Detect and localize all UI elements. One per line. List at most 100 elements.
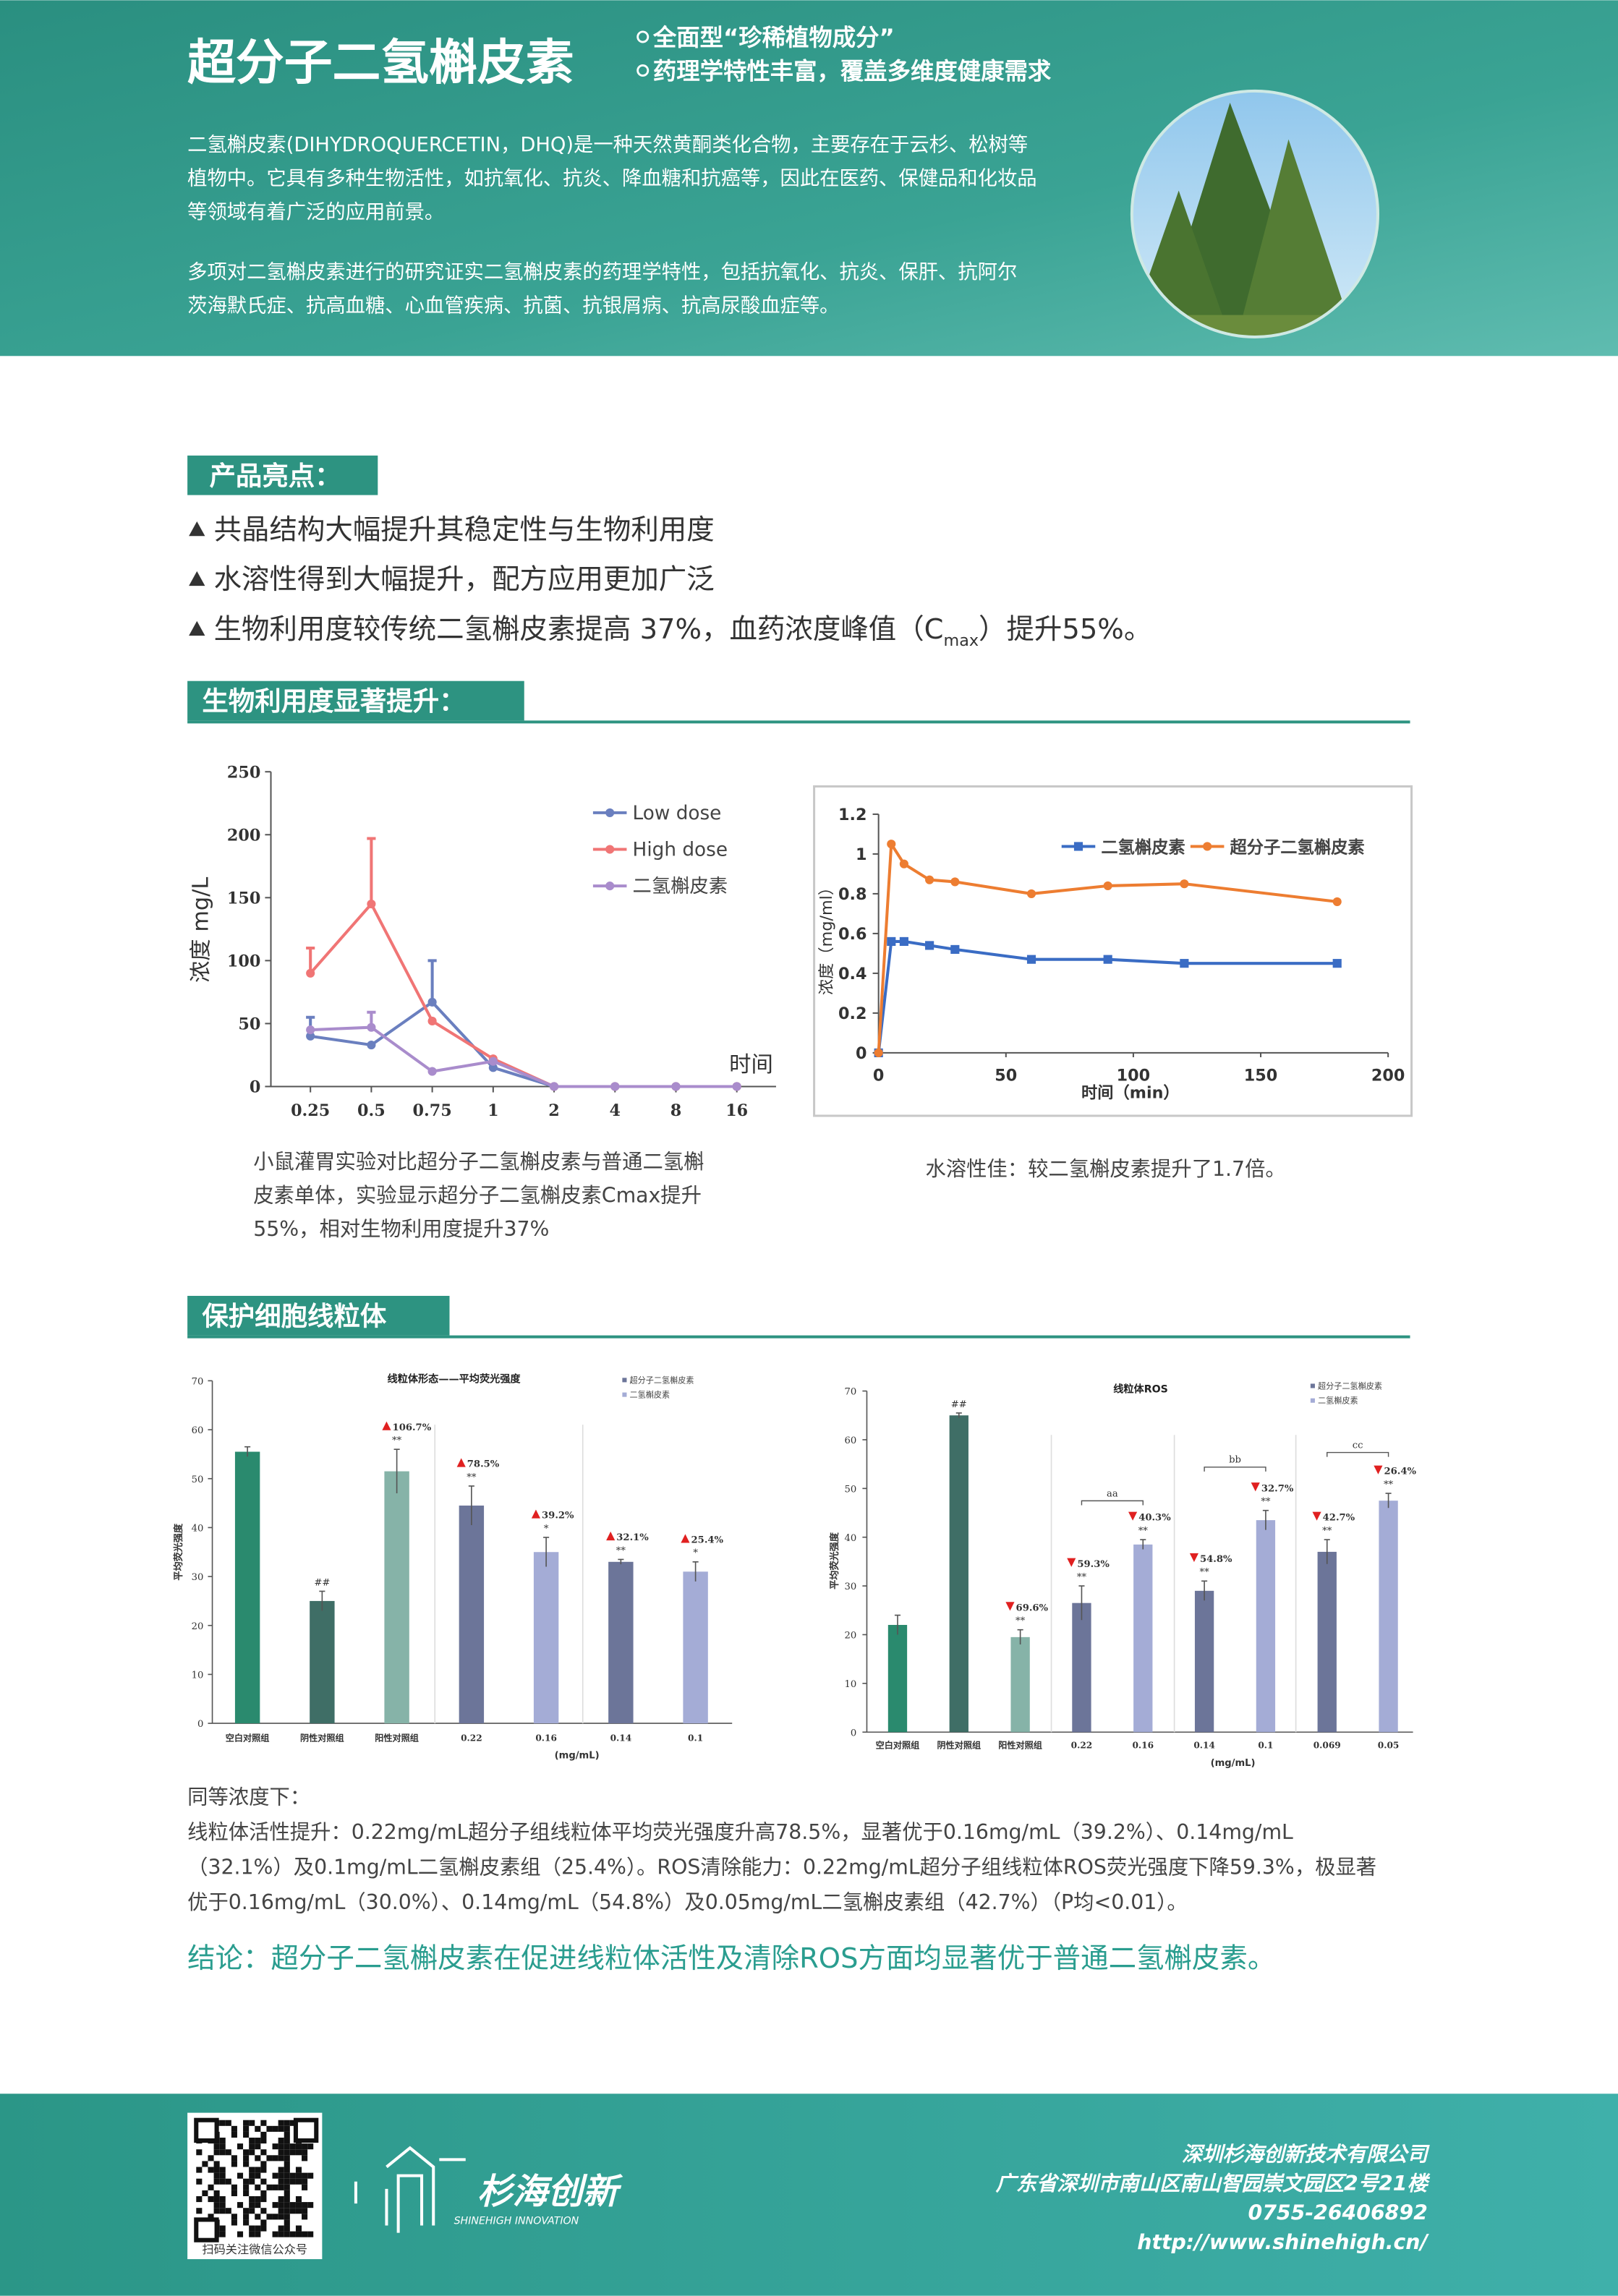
error-bar: [427, 959, 437, 1002]
legend-label: 超分子二氢槲皮素: [630, 1375, 694, 1385]
qr-cell: [284, 2219, 290, 2226]
point: [488, 1063, 498, 1072]
significance-label: **: [1077, 1572, 1087, 1583]
logo: [385, 2146, 466, 2233]
bar: [1194, 1590, 1214, 1733]
qr-cell: [260, 2190, 267, 2196]
qr-cell: [249, 2231, 255, 2237]
qr-cell: [278, 2125, 284, 2132]
qr-cell: [284, 2120, 290, 2126]
x-tick-label: 0.14: [610, 1733, 632, 1743]
point: [427, 997, 437, 1007]
qr-cell: [219, 2231, 226, 2237]
y-tick-label: 150: [227, 889, 260, 908]
y-tick-label: 50: [238, 1015, 260, 1034]
qr-cell: [231, 2184, 237, 2190]
qr-cell: [278, 2202, 284, 2208]
significance-label: *: [544, 1524, 549, 1535]
highlight: 共晶结构大幅提升其稳定性与生物利用度: [214, 513, 715, 546]
qr-cell: [260, 2219, 267, 2226]
point: [950, 944, 960, 954]
error-bar: [618, 1558, 624, 1565]
qr-cell: [302, 2231, 308, 2237]
qr-cell: [237, 2172, 244, 2179]
qr-cell: [284, 2143, 290, 2150]
legend-swatch: [622, 1378, 627, 1383]
change-label: 42.7%: [1323, 1513, 1355, 1524]
qr-cell: [213, 2208, 220, 2214]
qr-cell: [307, 2143, 314, 2150]
legend-marker: [605, 845, 615, 854]
qr-cell: [231, 2214, 237, 2220]
bracket: [1081, 1500, 1144, 1506]
y-tick-label: 200: [227, 826, 260, 845]
qr-cell: [284, 2125, 290, 2132]
caption-line: 皮素单体，实验显示超分子二氢槲皮素Cmax提升: [253, 1183, 702, 1207]
qr-cell: [243, 2219, 250, 2226]
qr-cell: [243, 2214, 250, 2220]
error-bar: [468, 1485, 474, 1526]
y-axis-label: 浓度 mg/L: [188, 877, 213, 983]
y-tick-label: 30: [192, 1572, 204, 1583]
qr-cell: [278, 2120, 284, 2126]
qr-cell: [266, 2155, 273, 2161]
y-tick-label: 20: [845, 1631, 857, 1642]
qr-cell: [255, 2231, 261, 2237]
qr-cell: [255, 2172, 261, 2179]
brand: 杉海创新: [477, 2172, 623, 2212]
qr-cell: [284, 2167, 290, 2173]
qr-cell: [213, 2167, 220, 2173]
qr-cell: [278, 2184, 284, 2190]
qr-cell: [302, 2208, 308, 2214]
note-line: 同等浓度下：: [187, 1785, 310, 1809]
qr-cell: [284, 2155, 290, 2161]
point: [1026, 889, 1036, 898]
qr-cell: [278, 2195, 284, 2203]
qr-cell: [213, 2143, 220, 2150]
qr-cell: [237, 2202, 244, 2208]
qr-cell: [284, 2138, 290, 2144]
change-arrow: [382, 1421, 391, 1430]
qr-cell: [295, 2167, 302, 2173]
legend-swatch: [1310, 1398, 1315, 1403]
highlights: 共晶结构大幅提升其稳定性与生物利用度水溶性得到大幅提升，配方应用更加广泛生物利用…: [189, 513, 1151, 650]
y-tick-label: 100: [227, 952, 260, 970]
bullet: [636, 64, 650, 77]
photo-frame: [1130, 89, 1380, 338]
highlight: 生物利用度较传统二氢槲皮素提高 37%，血药浓度峰值（Cmax）提升55%。: [214, 613, 1152, 650]
x-tick-label: 0.75: [413, 1101, 452, 1120]
legend-marker: [1073, 842, 1083, 851]
qr-cell: [231, 2131, 237, 2138]
qr-cell: [266, 2125, 273, 2132]
error-bar: [543, 1537, 550, 1567]
significance-label: **: [1200, 1567, 1210, 1578]
note-line: 优于0.16mg/mL（30.0%）、0.14mg/mL（54.8%）及0.05…: [187, 1890, 1188, 1914]
y-tick-label: 0.2: [838, 1004, 867, 1023]
point: [306, 1025, 315, 1035]
error-bar: [244, 1446, 251, 1457]
company-line: 0755-26406892: [1248, 2201, 1428, 2224]
error-bar: [393, 1448, 400, 1494]
qr-cell: [295, 2178, 302, 2185]
point: [925, 875, 934, 884]
qr-cell: [284, 2149, 290, 2156]
qr-cell: [231, 2219, 237, 2226]
qr-finder: [194, 2117, 219, 2143]
y-tick-label: 70: [192, 1376, 204, 1387]
qr-cell: [302, 2149, 308, 2156]
y-tick-label: 0: [856, 1044, 867, 1063]
change-arrow: [1005, 1602, 1015, 1611]
bracket: [1204, 1467, 1266, 1472]
qr-cell: [289, 2202, 296, 2208]
qr-cell: [278, 2172, 284, 2179]
error-bar: [955, 1412, 962, 1418]
qr-cell: [208, 2214, 214, 2220]
qr-cell: [260, 2131, 267, 2138]
point: [488, 1057, 498, 1066]
chart-frame: [813, 785, 1413, 1117]
qr-cell: [243, 2184, 250, 2190]
qr-cell: [295, 2149, 302, 2156]
qr-cell: [243, 2161, 250, 2167]
caption: 水溶性佳：较二氢槲皮素提升了1.7倍。: [925, 1157, 1285, 1181]
